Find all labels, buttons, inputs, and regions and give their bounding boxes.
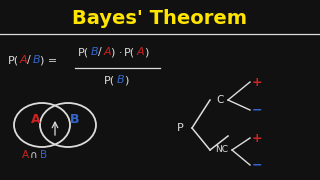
Text: B: B bbox=[91, 47, 99, 57]
Text: /: / bbox=[98, 47, 102, 57]
Text: A: A bbox=[31, 112, 41, 125]
Text: P(: P( bbox=[104, 75, 115, 85]
Text: P(: P( bbox=[124, 47, 135, 57]
Text: ): ) bbox=[144, 47, 148, 57]
Text: C: C bbox=[216, 95, 223, 105]
Text: B: B bbox=[33, 55, 41, 65]
Text: ) =: ) = bbox=[40, 55, 57, 65]
Text: A: A bbox=[137, 47, 145, 57]
Text: −: − bbox=[252, 159, 262, 172]
Text: P(: P( bbox=[78, 47, 89, 57]
Text: A: A bbox=[20, 55, 28, 65]
Text: +: + bbox=[252, 132, 263, 145]
Text: −: − bbox=[252, 103, 262, 116]
Text: NC: NC bbox=[215, 145, 228, 154]
Text: ) ·: ) · bbox=[111, 47, 123, 57]
Text: Bayes' Theorem: Bayes' Theorem bbox=[73, 8, 247, 28]
Text: A: A bbox=[104, 47, 112, 57]
Text: B: B bbox=[117, 75, 124, 85]
Text: ): ) bbox=[124, 75, 128, 85]
Text: +: + bbox=[252, 75, 263, 89]
Text: B: B bbox=[40, 150, 47, 160]
Text: /: / bbox=[27, 55, 31, 65]
Text: B: B bbox=[70, 112, 80, 125]
Text: P: P bbox=[177, 123, 184, 133]
Text: P(: P( bbox=[8, 55, 19, 65]
Text: ∩: ∩ bbox=[30, 150, 38, 160]
Text: A: A bbox=[22, 150, 29, 160]
